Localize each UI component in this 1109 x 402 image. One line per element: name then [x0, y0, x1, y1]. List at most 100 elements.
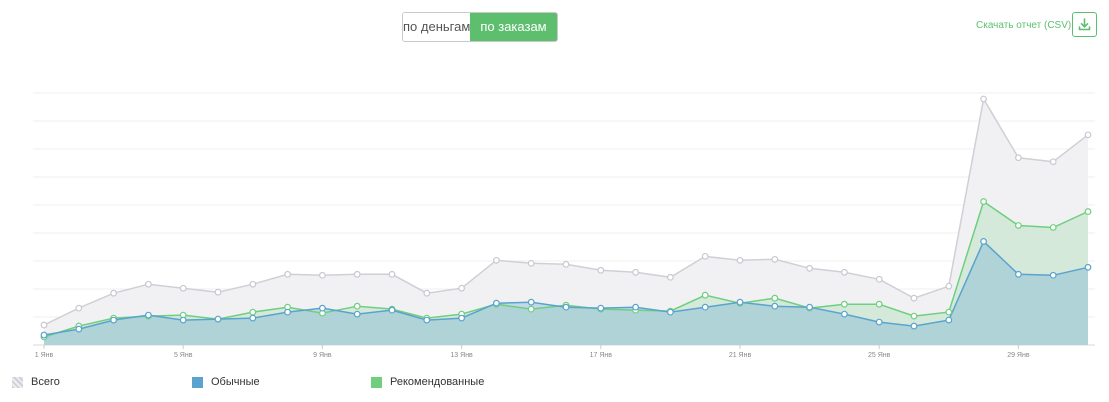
point-regular — [667, 308, 674, 316]
point-all — [284, 270, 292, 278]
point-all — [910, 294, 918, 302]
point-all — [667, 273, 674, 281]
x-tick-label: 25 Янв — [868, 352, 891, 359]
point-regular — [527, 298, 535, 306]
x-tick-label: 9 Янв — [313, 352, 332, 359]
point-recommended — [910, 312, 918, 320]
point-regular — [980, 238, 987, 245]
x-tick-label: 29 Янв — [1007, 352, 1030, 359]
point-regular — [841, 310, 848, 318]
point-regular — [249, 314, 257, 322]
point-regular — [562, 303, 570, 311]
point-regular — [875, 318, 883, 326]
area-all — [44, 99, 1088, 345]
point-regular — [319, 304, 326, 312]
report-mode-toggle: по деньгам по заказам — [402, 12, 558, 42]
point-all — [701, 252, 709, 260]
area-recommended — [44, 201, 1088, 345]
point-recommended — [945, 308, 953, 316]
point-regular — [493, 299, 500, 307]
point-regular — [214, 315, 222, 323]
point-regular — [701, 303, 709, 311]
chart-x-axis: 1 Янв 5 Янв 9 Янв 13 Янв 17 Янв 21 Янв 25 Янв 2… — [35, 345, 1030, 359]
point-all — [1084, 131, 1092, 139]
x-tick-label: 13 Янв — [450, 352, 473, 359]
point-all — [249, 280, 257, 288]
point-recommended — [701, 291, 709, 299]
point-regular — [632, 303, 639, 311]
chart-legend: Всего Обычные Рекомендованные — [0, 376, 1109, 390]
point-all — [1015, 154, 1022, 162]
point-regular — [110, 316, 117, 324]
point-all — [945, 282, 953, 290]
area-regular — [44, 241, 1088, 345]
point-regular — [423, 316, 431, 324]
point-all — [527, 259, 535, 267]
x-tick-label: 21 Янв — [729, 352, 752, 359]
point-regular — [597, 304, 605, 312]
toggle-by-money[interactable]: по деньгам — [403, 13, 470, 41]
point-all — [736, 256, 744, 264]
x-tick-label: 5 Янв — [174, 352, 193, 359]
legend-item-regular[interactable]: Обычные — [192, 376, 260, 388]
point-regular — [284, 308, 292, 316]
point-regular — [179, 316, 187, 324]
point-all — [40, 321, 48, 329]
point-regular — [388, 306, 396, 314]
x-tick-label: 1 Янв — [35, 352, 54, 359]
point-recommended — [1084, 208, 1092, 215]
point-recommended — [353, 302, 361, 310]
point-all — [110, 289, 117, 297]
point-all — [771, 255, 779, 263]
legend-item-all[interactable]: Всего — [12, 376, 60, 388]
point-all — [388, 270, 396, 278]
chart-points — [40, 95, 1092, 341]
point-recommended — [527, 305, 535, 313]
point-regular — [144, 311, 152, 319]
point-all — [75, 304, 83, 312]
point-regular — [1015, 270, 1022, 278]
point-regular — [736, 298, 744, 306]
point-all — [841, 268, 848, 276]
point-recommended — [1015, 222, 1022, 229]
point-regular — [458, 314, 466, 322]
point-all — [980, 95, 987, 103]
point-regular — [40, 331, 48, 339]
point-regular — [771, 302, 779, 310]
point-recommended — [875, 300, 883, 308]
point-regular — [75, 325, 83, 333]
point-regular — [806, 303, 813, 311]
chart-areas — [44, 99, 1088, 345]
legend-swatch-recommended — [371, 376, 382, 388]
download-csv-button[interactable] — [1072, 12, 1097, 37]
point-regular — [1084, 263, 1092, 271]
toggle-by-orders[interactable]: по заказам — [470, 13, 557, 41]
point-recommended — [980, 198, 987, 205]
download-csv-link[interactable]: Скачать отчет (CSV) — [976, 20, 1072, 31]
point-recommended — [249, 308, 257, 316]
legend-swatch-regular — [192, 376, 203, 388]
download-icon — [1078, 18, 1091, 31]
point-regular — [910, 322, 918, 330]
point-all — [1049, 158, 1057, 166]
point-all — [458, 284, 466, 292]
point-all — [875, 275, 883, 283]
point-recommended — [1049, 224, 1057, 231]
point-all — [214, 288, 222, 296]
point-all — [562, 260, 570, 268]
point-all — [144, 280, 152, 288]
x-tick-label: 17 Янв — [590, 352, 613, 359]
point-all — [806, 264, 813, 272]
point-all — [179, 284, 187, 292]
point-regular — [353, 310, 361, 318]
point-recommended — [841, 300, 848, 308]
point-all — [319, 271, 326, 279]
point-all — [597, 266, 605, 274]
point-regular — [1049, 271, 1057, 279]
legend-label-regular: Обычные — [211, 376, 260, 388]
point-all — [493, 256, 500, 264]
point-recommended — [771, 294, 779, 302]
legend-item-recommended[interactable]: Рекомендованные — [371, 376, 484, 388]
point-regular — [945, 316, 953, 324]
